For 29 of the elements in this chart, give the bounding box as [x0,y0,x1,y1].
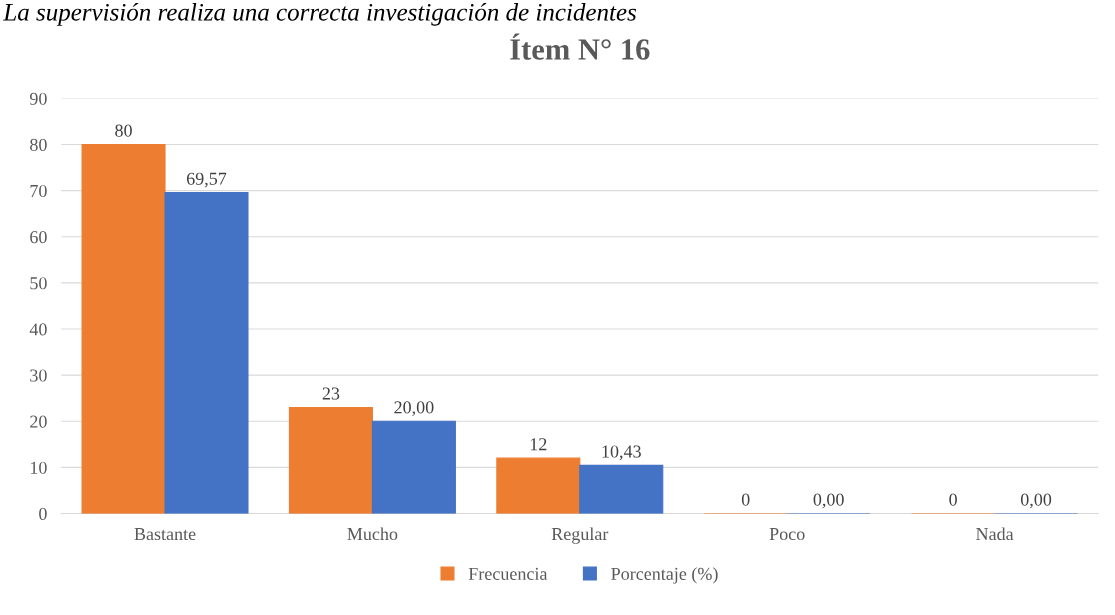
x-tick-label: Bastante [134,528,196,541]
data-label: 0,00 [1020,493,1052,509]
chart-title: Ítem N° 16 [510,33,650,60]
x-tick-label: Nada [976,527,1014,541]
y-tick-label: 0 [39,507,47,520]
y-tick-label: 80 [30,138,47,151]
data-label: 10,43 [602,445,641,461]
data-label: 0 [949,493,957,506]
legend-label: Porcentaje (%) [611,567,718,584]
data-label: 12 [530,438,547,451]
text: La supervisión realiza una correcta investigación de incidentes [3,3,637,26]
x-tick-label: Mucho [347,527,398,541]
legend-label: Frecuencia [468,567,548,580]
y-tick-label: 40 [29,323,47,336]
data-label: 69,57 [186,172,227,188]
y-tick-label: 10 [30,461,47,474]
x-tick-label: Regular [551,527,609,544]
y-tick-label: 20 [30,415,47,428]
data-label: 0,00 [813,493,844,509]
y-tick-label: 70 [30,184,47,198]
data-label: 23 [322,387,340,400]
data-label: 20,00 [394,401,434,417]
y-tick-label: 50 [30,277,47,290]
y-tick-label: 60 [30,231,47,244]
data-label: 0 [741,493,750,506]
y-tick-label: 30 [30,369,47,382]
y-tick-label: 90 [29,92,47,105]
x-tick-label: Poco [769,528,805,541]
data-label: 80 [115,124,132,137]
